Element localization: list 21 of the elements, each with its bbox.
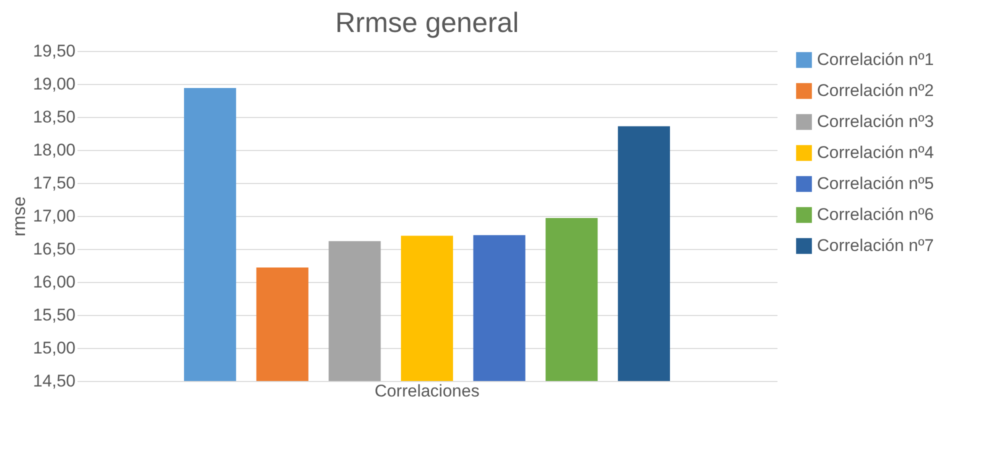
legend-label: Correlación nº3: [817, 112, 934, 131]
y-tick-label: 18,00: [32, 140, 76, 160]
y-tick-label: 14,50: [32, 372, 76, 390]
y-axis-title: rmse: [8, 196, 29, 236]
x-tick-label: Correlaciones: [374, 382, 480, 400]
y-tick-label: 16,00: [32, 272, 76, 292]
y-tick-label: 17,50: [32, 174, 76, 192]
legend-label: Correlación nº7: [817, 236, 934, 255]
y-tick-label: 15,50: [32, 306, 76, 324]
legend-label: Correlación nº2: [817, 81, 934, 100]
y-tick-label: 16,50: [32, 240, 76, 258]
y-tick-label: 18,50: [32, 108, 76, 126]
legend-label: Correlación nº1: [817, 50, 934, 69]
y-tick-label: 19,50: [32, 42, 76, 60]
y-tick-label: 19,00: [32, 74, 76, 94]
y-tick-label: 17,00: [32, 206, 76, 226]
legend-label: Correlación nº4: [817, 143, 934, 162]
y-tick-label: 15,00: [32, 338, 76, 358]
legend-label: Correlación nº6: [817, 205, 934, 224]
chart-title: Rrmse general: [335, 7, 519, 38]
legend-label: Correlación nº5: [817, 174, 934, 193]
